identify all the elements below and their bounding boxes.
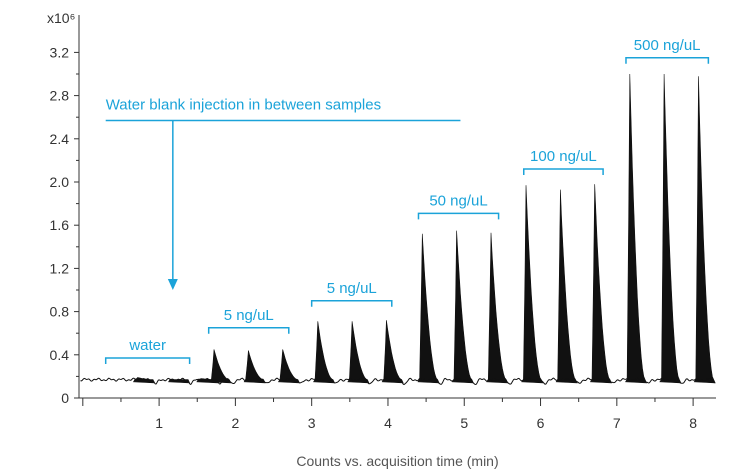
group-bracket <box>417 212 500 220</box>
y-tick-label: 0.8 <box>50 304 70 320</box>
x-tick-label: 7 <box>613 415 621 431</box>
group-label: 5 ng/uL <box>327 280 377 297</box>
group-brackets: water 5 ng/uL 5 ng/uL 50 ng/uL 100 ng/uL 500 … <box>104 37 710 365</box>
annotation-arrowhead <box>167 279 178 290</box>
x-tick-label: 5 <box>460 415 468 431</box>
peak <box>521 185 544 384</box>
group-label: 50 ng/uL <box>429 192 487 209</box>
x-tick-label: 2 <box>231 415 239 431</box>
x-tick-label: 3 <box>308 415 316 431</box>
annotation: Water blank injection in between samples <box>105 96 461 290</box>
annotation-text: Water blank injection in between samples <box>106 96 381 113</box>
peak <box>278 349 300 384</box>
peak <box>590 184 612 384</box>
group-bracket <box>523 168 604 176</box>
y-axis-multiplier-label: x10⁶ <box>47 10 75 26</box>
y-tick-label: 3.2 <box>50 44 70 60</box>
y-tick-label: 2.8 <box>50 88 70 104</box>
peak <box>313 321 336 384</box>
peak <box>693 76 716 384</box>
group-label: 5 ng/uL <box>224 307 274 324</box>
peak <box>486 232 509 384</box>
x-tick-label: 1 <box>155 415 163 431</box>
x-tick-label: 6 <box>537 415 545 431</box>
x-ticks: 1 2 3 4 5 6 7 8 <box>82 398 697 431</box>
peak <box>555 189 578 384</box>
y-ticks: 0 0.4 0.8 1.2 1.6 2.0 2.4 2.8 3.2 <box>50 44 79 406</box>
group-label: 500 ng/uL <box>634 37 701 54</box>
group-bracket <box>310 300 393 307</box>
y-tick-label: 2.4 <box>50 131 70 147</box>
x-tick-label: 8 <box>689 415 697 431</box>
x-tick-label: 4 <box>384 415 392 431</box>
peaks-layer <box>132 73 716 384</box>
peak <box>243 350 266 384</box>
group-label: water <box>128 337 166 354</box>
peak <box>347 321 370 384</box>
y-tick-label: 1.2 <box>50 260 70 276</box>
group-bracket <box>207 327 290 334</box>
axes <box>78 15 716 399</box>
peak <box>451 230 474 384</box>
group-bracket <box>625 57 710 64</box>
peak <box>417 233 440 384</box>
chromatogram-trace <box>80 377 715 386</box>
peak <box>209 349 232 384</box>
y-tick-label: 0.4 <box>50 347 70 363</box>
y-tick-label: 2.0 <box>50 174 70 190</box>
group-bracket <box>104 357 191 365</box>
peak <box>381 320 404 384</box>
peak <box>659 73 682 384</box>
group-label: 100 ng/uL <box>530 148 597 165</box>
y-tick-label: 0 <box>61 390 69 406</box>
x-axis-label: Counts vs. acquisition time (min) <box>296 453 498 469</box>
peak <box>625 73 648 384</box>
y-tick-label: 1.6 <box>50 217 70 233</box>
